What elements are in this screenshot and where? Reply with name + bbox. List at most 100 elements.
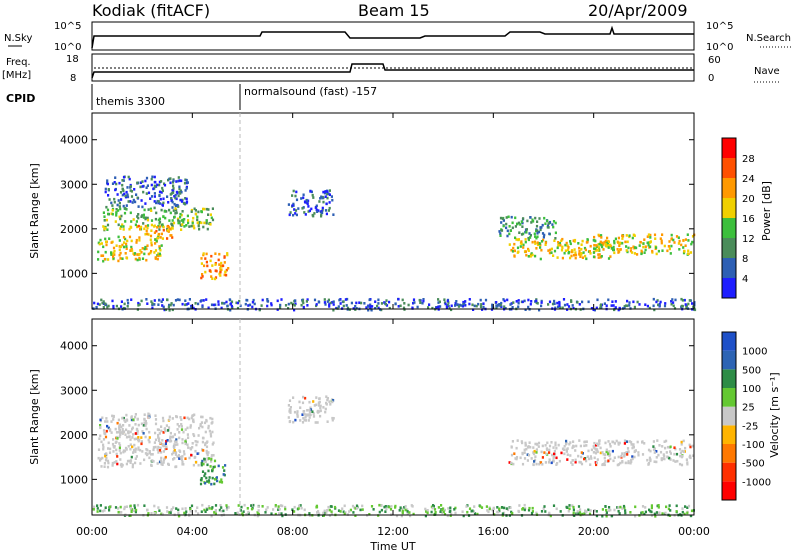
echo-pixel xyxy=(303,200,307,203)
echo-pixel xyxy=(117,199,120,202)
echo-pixel xyxy=(683,298,686,302)
echo-pixel xyxy=(515,446,518,450)
echo-pixel xyxy=(122,228,125,231)
echo-pixel xyxy=(146,184,149,187)
echo-pixel xyxy=(169,193,172,196)
echo-pixel xyxy=(540,510,544,513)
echo-pixel xyxy=(597,249,600,252)
echo-pixel xyxy=(541,444,544,448)
echo-pixel xyxy=(557,443,560,447)
echo-pixel xyxy=(321,211,324,215)
echo-pixel xyxy=(171,227,174,230)
echo-pixel xyxy=(578,246,581,250)
echo-pixel xyxy=(540,240,544,243)
echo-pixel xyxy=(661,445,664,448)
echo-pixel xyxy=(322,190,325,194)
echo-pixel xyxy=(104,435,108,439)
echo-pixel xyxy=(325,202,328,206)
echo-pixel xyxy=(435,306,438,310)
echo-pixel xyxy=(298,400,301,404)
echo-pixel xyxy=(623,452,626,455)
echo-pixel xyxy=(116,437,119,440)
echo-pixel xyxy=(168,511,171,514)
echo-pixel xyxy=(529,236,532,239)
echo-pixel xyxy=(175,203,178,207)
echo-pixel xyxy=(110,212,113,215)
echo-pixel xyxy=(503,305,506,308)
echo-pixel xyxy=(655,460,658,464)
echo-pixel xyxy=(207,426,210,430)
echo-pixel xyxy=(594,239,597,243)
echo-pixel xyxy=(496,304,499,308)
echo-pixel xyxy=(186,426,189,430)
echo-pixel xyxy=(574,256,577,260)
echo-pixel xyxy=(623,439,627,442)
echo-pixel xyxy=(304,213,307,216)
echo-pixel xyxy=(419,301,422,304)
echo-pixel xyxy=(566,453,569,456)
echo-pixel xyxy=(326,300,329,303)
echo-pixel xyxy=(522,246,525,249)
echo-pixel xyxy=(533,232,536,236)
echo-pixel xyxy=(126,239,129,243)
echo-pixel xyxy=(171,417,174,420)
echo-pixel xyxy=(548,458,551,461)
echo-pixel xyxy=(680,463,684,467)
echo-pixel xyxy=(165,439,168,443)
echo-pixel xyxy=(545,447,548,450)
echo-pixel xyxy=(107,212,110,216)
echo-pixel xyxy=(594,447,597,451)
y-tick-label: 4000 xyxy=(60,134,88,147)
echo-pixel xyxy=(537,230,541,234)
echo-pixel xyxy=(153,200,156,203)
echo-pixel xyxy=(177,511,180,515)
echo-pixel xyxy=(163,308,166,312)
echo-pixel xyxy=(344,298,347,301)
echo-pixel xyxy=(319,409,322,413)
echo-pixel xyxy=(199,423,202,426)
echo-pixel xyxy=(567,246,570,249)
echo-pixel xyxy=(689,454,692,458)
echo-pixel xyxy=(552,446,555,449)
echo-pixel xyxy=(543,216,546,220)
echo-pixel xyxy=(230,305,233,308)
echo-pixel xyxy=(585,440,588,443)
echo-pixel xyxy=(661,233,664,236)
echo-pixel xyxy=(108,508,111,512)
echo-pixel xyxy=(605,508,608,512)
echo-pixel xyxy=(294,209,298,212)
echo-pixel xyxy=(551,453,554,457)
echo-pixel xyxy=(312,196,315,199)
echo-pixel xyxy=(215,269,218,273)
echo-pixel xyxy=(495,306,498,310)
echo-pixel xyxy=(306,414,309,417)
echo-pixel xyxy=(119,451,122,455)
echo-pixel xyxy=(355,507,358,510)
echo-pixel xyxy=(112,255,115,258)
echo-pixel xyxy=(446,514,449,518)
echo-pixel xyxy=(661,512,664,515)
echo-pixel xyxy=(668,456,671,460)
echo-pixel xyxy=(111,212,114,216)
echo-pixel xyxy=(164,444,167,447)
echo-pixel xyxy=(99,238,102,242)
echo-pixel xyxy=(439,510,442,513)
echo-pixel xyxy=(138,252,141,256)
echo-pixel xyxy=(147,438,150,442)
echo-pixel xyxy=(102,259,105,263)
echo-pixel xyxy=(142,222,145,225)
echo-pixel xyxy=(124,237,127,241)
echo-pixel xyxy=(473,505,476,508)
echo-pixel xyxy=(139,448,142,452)
echo-pixel xyxy=(120,225,123,228)
echo-pixel xyxy=(518,504,521,507)
echo-pixel xyxy=(319,404,322,408)
echo-pixel xyxy=(406,510,409,513)
echo-pixel xyxy=(655,246,658,249)
echo-pixel xyxy=(204,270,207,274)
echo-pixel xyxy=(223,469,226,472)
echo-pixel xyxy=(607,257,611,260)
echo-pixel xyxy=(510,302,513,305)
echo-pixel xyxy=(579,444,582,448)
echo-pixel xyxy=(302,305,305,309)
